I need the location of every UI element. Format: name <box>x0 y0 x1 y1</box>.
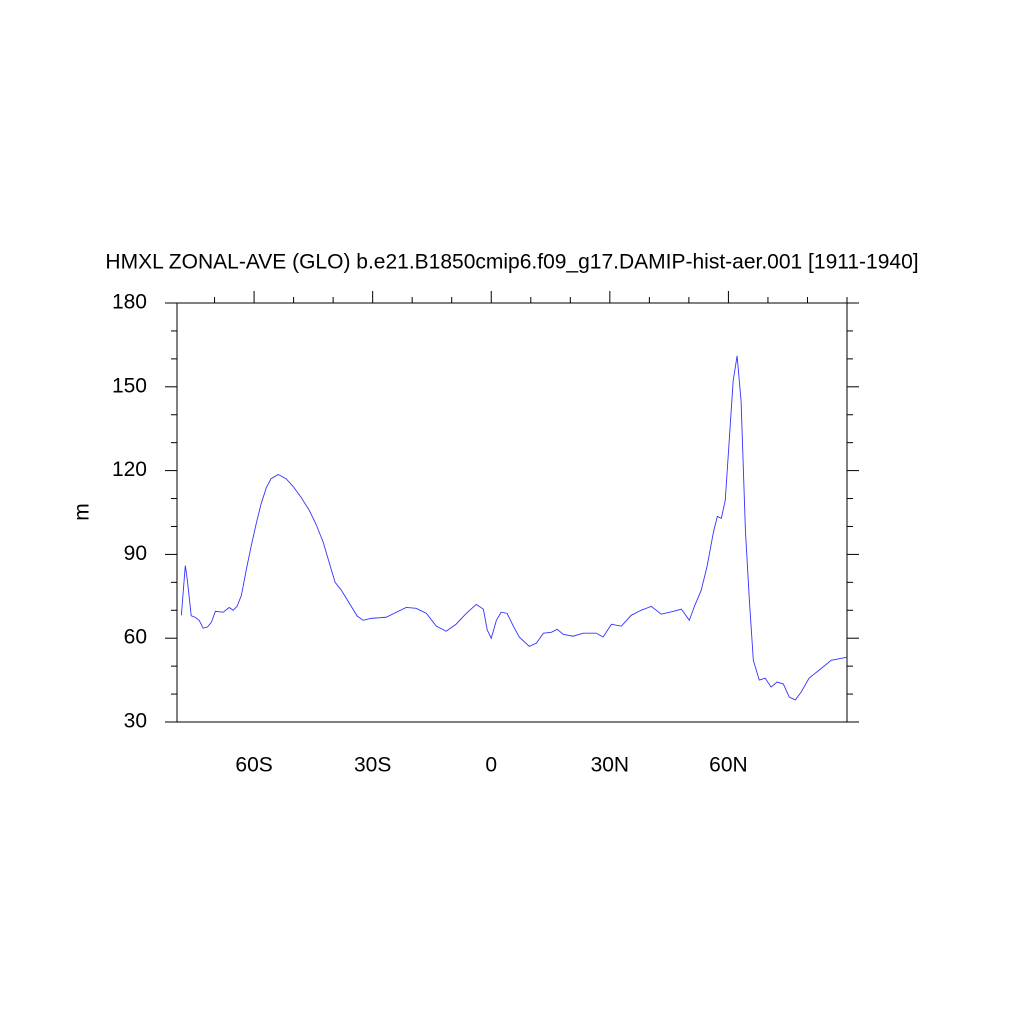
plot-frame <box>176 302 848 723</box>
data-line <box>180 355 848 701</box>
y-tick-label: 120 <box>112 458 147 481</box>
y-tick-label: 30 <box>124 710 147 733</box>
x-tick-label: 60N <box>709 754 748 777</box>
y-tick-label: 180 <box>112 291 147 314</box>
x-tick-label: 30N <box>591 754 630 777</box>
x-tick-label: 30S <box>354 754 391 777</box>
y-tick-label: 90 <box>124 542 147 565</box>
x-tick-label: 0 <box>485 754 497 777</box>
chart-title: HMXL ZONAL-AVE (GLO) b.e21.B1850cmip6.f0… <box>105 251 918 274</box>
x-tick-label: 60S <box>235 754 272 777</box>
y-tick-label: 60 <box>124 626 147 649</box>
y-tick-label: 150 <box>112 374 147 397</box>
y-axis-label: m <box>71 503 94 521</box>
